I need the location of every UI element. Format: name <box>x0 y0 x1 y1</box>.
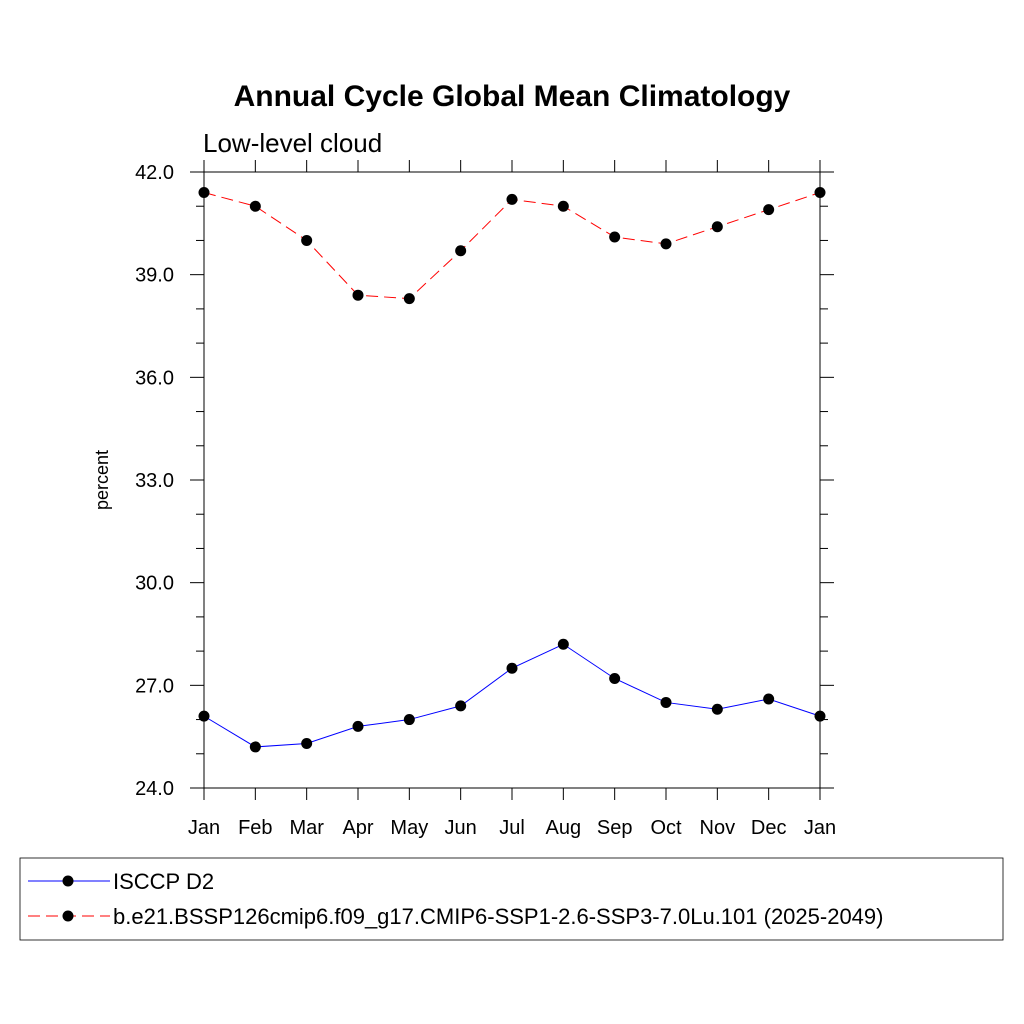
y-tick-label: 30.0 <box>135 573 174 595</box>
series-point-1 <box>352 289 364 301</box>
series-point-0 <box>198 710 210 722</box>
series-point-1 <box>301 234 313 246</box>
series-point-0 <box>763 693 775 705</box>
x-tick-labels: Jan Feb Mar Apr May Jun Jul Aug Sep Oct Nov Dec Jan <box>188 817 836 839</box>
axis-ticks <box>190 160 834 800</box>
x-tick-label: Jan <box>804 817 836 839</box>
series-point-1 <box>249 200 261 212</box>
series-point-0 <box>455 700 467 712</box>
series-point-1 <box>763 204 775 216</box>
series-point-0 <box>660 696 672 708</box>
series-group <box>198 187 826 753</box>
y-tick-label: 36.0 <box>135 367 174 389</box>
series-point-0 <box>249 741 261 753</box>
series-point-0 <box>506 662 518 674</box>
series-point-1 <box>455 245 467 257</box>
series-point-1 <box>814 187 826 199</box>
legend-marker-0 <box>62 875 74 887</box>
series-point-0 <box>557 638 569 650</box>
legend-label-0: ISCCP D2 <box>113 869 214 894</box>
x-tick-label: Jan <box>188 817 220 839</box>
series-point-1 <box>198 187 210 199</box>
legend-label-1: b.e21.BSSP126cmip6.f09_g17.CMIP6-SSP1-2.… <box>113 904 883 929</box>
y-tick-label: 39.0 <box>135 265 174 287</box>
chart-subtitle: Low-level cloud <box>203 128 382 158</box>
x-tick-label: Feb <box>238 817 272 839</box>
series-point-1 <box>403 293 415 305</box>
y-tick-label: 27.0 <box>135 675 174 697</box>
series-point-1 <box>506 193 518 205</box>
series-point-0 <box>609 672 621 684</box>
x-tick-label: Jul <box>499 817 525 839</box>
x-tick-label: Oct <box>650 817 682 839</box>
series-point-0 <box>814 710 826 722</box>
series-point-1 <box>557 200 569 212</box>
series-point-1 <box>609 231 621 243</box>
series-point-0 <box>711 703 723 715</box>
chart-title: Annual Cycle Global Mean Climatology <box>234 80 791 113</box>
x-tick-label: Sep <box>597 817 633 839</box>
x-tick-label: Dec <box>751 817 787 839</box>
series-point-0 <box>403 714 415 726</box>
legend <box>19 857 1004 941</box>
series-line-0 <box>203 643 821 748</box>
x-tick-label: Nov <box>700 817 736 839</box>
series-line-1 <box>203 192 821 300</box>
series-point-0 <box>352 720 364 732</box>
x-tick-label: Aug <box>546 817 582 839</box>
legend-entries: ISCCP D2 b.e21.BSSP126cmip6.f09_g17.CMIP6… <box>28 869 883 929</box>
x-tick-label: Apr <box>342 817 373 839</box>
y-tick-label: 24.0 <box>135 778 174 800</box>
y-tick-labels: 24.0 27.0 30.0 33.0 36.0 39.0 42.0 <box>135 162 174 800</box>
x-tick-label: Mar <box>289 817 324 839</box>
y-tick-label: 33.0 <box>135 470 174 492</box>
series-point-1 <box>660 238 672 250</box>
y-axis-label: percent <box>92 450 112 510</box>
x-tick-label: Jun <box>445 817 477 839</box>
plot-area-frame <box>203 171 821 789</box>
series-point-0 <box>301 738 313 750</box>
series-point-1 <box>711 221 723 233</box>
y-tick-label: 42.0 <box>135 162 174 184</box>
x-tick-label: May <box>390 817 428 839</box>
legend-marker-1 <box>62 910 74 922</box>
